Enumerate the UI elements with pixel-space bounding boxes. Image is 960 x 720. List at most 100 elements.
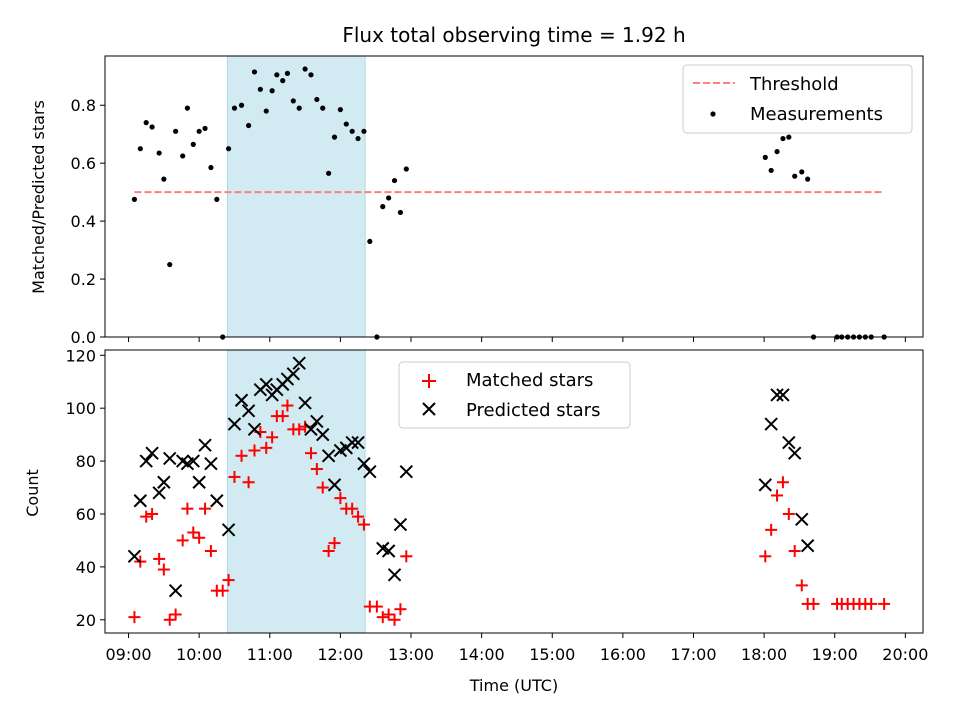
predicted-star-point	[286, 367, 301, 381]
measurement-point	[251, 69, 258, 75]
predicted-star-point	[387, 568, 402, 582]
top-legend: Threshold Measurements	[682, 64, 913, 134]
top-y-axis-label: Matched/Predicted stars	[29, 100, 48, 294]
matched-star-point	[276, 410, 289, 423]
predicted-star-point	[145, 446, 159, 460]
bottom-y-tick-label: 80	[76, 452, 96, 471]
matched-star-point	[153, 552, 166, 565]
bottom-x-axis-ticks: 09:00 10:00 11:00 12:00 13:00 14:00 15:00 16:00…	[105, 633, 928, 664]
predicted-star-point	[234, 393, 249, 407]
matched-star-point	[281, 399, 294, 412]
predicted-star-point	[241, 404, 256, 418]
measurement-point	[156, 150, 162, 156]
measurement-point	[214, 196, 220, 202]
measurement-point	[331, 134, 338, 140]
predicted-star-point	[310, 414, 324, 429]
predicted-star-point	[776, 388, 790, 402]
matched-star-point	[316, 481, 329, 494]
predicted-star-point	[247, 422, 262, 437]
matched-star-point	[865, 597, 878, 610]
top-legend-box	[682, 64, 913, 134]
predicted-stars-series	[127, 356, 815, 598]
predicted-star-point	[770, 388, 784, 402]
predicted-star-point	[381, 544, 396, 558]
bottom-panel: 20 40 60 80 100 120 09:00 10:00 11:00 12:00 13:00…	[23, 346, 928, 695]
measurement-point	[269, 88, 275, 94]
measurement-point	[361, 128, 367, 134]
measurement-point	[290, 98, 296, 104]
bottom-plot-frame	[104, 349, 924, 634]
predicted-star-point	[363, 464, 377, 479]
predicted-star-point	[163, 451, 177, 466]
x-axis-label: Time (UTC)	[469, 676, 558, 695]
predicted-star-point	[795, 512, 809, 526]
matched-star-point	[163, 613, 176, 626]
matched-star-point	[400, 550, 413, 563]
matched-star-point	[235, 449, 248, 462]
matched-star-point	[293, 423, 306, 436]
x-tick-label: 09:00	[105, 645, 151, 664]
measurement-point	[225, 146, 232, 152]
matched-star-point	[228, 470, 241, 483]
matched-star-point	[771, 489, 784, 502]
measurement-point	[314, 96, 320, 103]
measurement-point	[774, 148, 780, 155]
top-y-tick-label: 0.2	[71, 270, 96, 289]
x-tick-label: 18:00	[741, 645, 787, 664]
measurement-point	[367, 238, 373, 245]
predicted-star-point	[393, 517, 408, 532]
bottom-y-tick-label: 100	[65, 399, 96, 418]
predicted-star-point	[210, 494, 224, 508]
matched-stars-legend-swatch	[422, 374, 436, 388]
measurement-point	[161, 176, 167, 182]
predicted-star-point	[351, 435, 365, 450]
matched-star-point	[169, 608, 182, 621]
bottom-observing-interval	[226, 349, 366, 634]
chart-title: Flux total observing time = 1.92 h	[342, 23, 685, 47]
top-y-tick-label: 0.4	[71, 212, 96, 231]
x-tick-label: 19:00	[812, 645, 858, 664]
predicted-star-point	[157, 475, 171, 489]
bottom-y-axis-ticks: 20 40 60 80 100 120	[65, 346, 105, 630]
measurement-point	[263, 108, 269, 114]
measurement-point	[245, 122, 252, 129]
bottom-legend-box	[398, 361, 631, 429]
predicted-star-point	[204, 457, 218, 471]
matched-star-point	[357, 518, 370, 531]
bottom-legend: Matched stars Predicted stars	[398, 361, 631, 429]
measurement-point	[337, 106, 343, 113]
matched-star-point	[266, 431, 279, 444]
bottom-y-axis-label: Count	[23, 469, 42, 517]
matched-star-point	[795, 579, 808, 592]
matched-star-point	[352, 510, 365, 523]
measurements-legend-label: Measurements	[750, 104, 883, 125]
measurement-point	[184, 105, 190, 111]
predicted-star-point	[221, 523, 236, 537]
matched-star-point	[260, 441, 273, 454]
predicted-star-point	[133, 494, 148, 508]
matched-star-point	[310, 463, 323, 476]
measurement-point	[762, 154, 768, 160]
matched-star-point	[140, 510, 153, 523]
measurement-point	[180, 153, 186, 159]
predicted-star-point	[304, 422, 318, 437]
predicted-star-point	[139, 454, 153, 468]
measurement-point	[149, 124, 155, 130]
measurements-legend-swatch	[710, 111, 716, 117]
top-plot-frame	[104, 55, 924, 338]
threshold-legend-label: Threshold	[749, 74, 839, 95]
measurement-point	[257, 86, 263, 92]
matched-star-point	[193, 531, 206, 544]
measurement-point	[202, 125, 208, 132]
measurement-point	[308, 72, 314, 78]
matched-star-point	[759, 550, 772, 563]
measurement-point	[143, 120, 149, 126]
top-x-axis-ticks	[128, 337, 906, 342]
measurement-point	[326, 170, 332, 176]
predicted-star-point	[168, 583, 183, 598]
predicted-star-point	[321, 449, 336, 463]
predicted-star-point	[292, 356, 306, 370]
matched-star-point	[788, 545, 801, 558]
predicted-star-point	[345, 435, 359, 450]
